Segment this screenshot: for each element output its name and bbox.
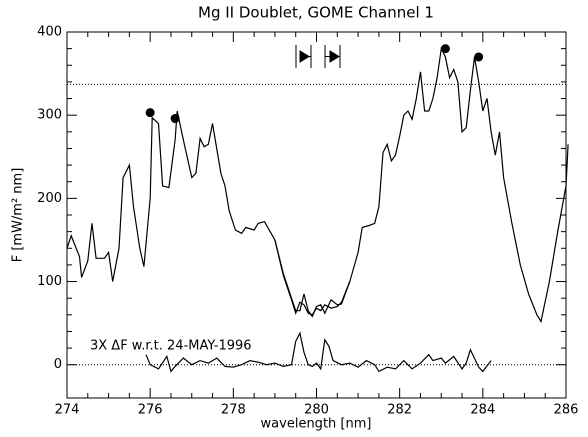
- data-point: [440, 44, 450, 54]
- data-point: [474, 52, 484, 62]
- y-tick-label: 100: [37, 274, 62, 289]
- chart-title: Mg II Doublet, GOME Channel 1: [198, 4, 434, 22]
- spectrum-line: [274, 239, 351, 316]
- data-point: [170, 114, 180, 124]
- x-tick-label: 286: [554, 403, 579, 418]
- spectrum-line: [66, 46, 569, 324]
- data-point: [145, 108, 155, 118]
- x-tick-label: 274: [55, 403, 80, 418]
- y-tick-label: 200: [37, 191, 62, 206]
- spectrum-line: [145, 331, 492, 373]
- y-tick-label: 400: [37, 25, 62, 40]
- annotation: 3X ΔF w.r.t. 24-MAY-1996: [90, 339, 252, 354]
- x-axis-label: wavelength [nm]: [261, 417, 372, 432]
- y-tick-label: 0: [54, 357, 62, 372]
- x-tick-label: 282: [387, 403, 412, 418]
- wavelength-markers: [295, 45, 341, 68]
- marker-arrow: [329, 50, 340, 63]
- x-tick-label: 280: [304, 403, 329, 418]
- x-tick-label: 276: [138, 403, 163, 418]
- x-tick-label: 278: [221, 403, 246, 418]
- y-tick-label: 300: [37, 108, 62, 123]
- y-axis-label: F [mW/m² nm]: [11, 168, 26, 263]
- x-tick-label: 284: [470, 403, 495, 418]
- marker-arrow: [299, 50, 310, 63]
